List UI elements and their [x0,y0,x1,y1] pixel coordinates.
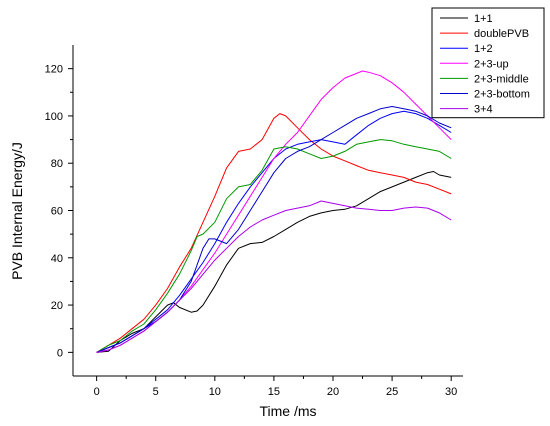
x-tick-label: 30 [445,386,457,398]
y-axis-label: PVB Internal Energy/J [9,142,25,280]
legend-label: doublePVB [474,28,529,40]
axes [72,45,463,377]
y-tick-label: 60 [51,206,63,218]
x-tick-label: 15 [268,386,280,398]
y-tick-label: 80 [51,158,63,170]
y-tick-label: 120 [45,64,63,76]
legend-label: 2+3-middle [474,73,529,85]
x-tick-label: 5 [153,386,159,398]
x-tick-label: 20 [327,386,339,398]
x-tick-label: 0 [94,386,100,398]
legend-label: 3+4 [474,104,493,116]
series-line-2-3-middle [96,139,452,353]
series-line-doublepvb [96,113,452,353]
y-tick-label: 100 [45,111,63,123]
y-tick-label: 20 [51,300,63,312]
series-line-2-3-bottom [96,106,452,353]
x-tick-label: 25 [386,386,398,398]
legend-label: 1+2 [474,43,493,55]
y-tick-label: 0 [57,347,63,359]
legend-label: 1+1 [474,13,493,25]
y-tick-label: 40 [51,253,63,265]
series-line-2-3-up [96,70,452,353]
series-line-3-4 [96,200,452,353]
series-line-1-1 [96,171,452,353]
legend-label: 2+3-up [474,58,509,70]
legend-label: 2+3-bottom [474,89,530,101]
series-group [96,70,452,353]
tick-marks: 0 5 10 15 20 25 30 0 20 40 60 80 100 120 [45,64,458,398]
x-axis-label: Time /ms [259,403,316,419]
legend: 1+1 doublePVB 1+2 2+3-up 2+3-middle 2+3-botto… [431,7,545,119]
x-tick-label: 10 [209,386,221,398]
